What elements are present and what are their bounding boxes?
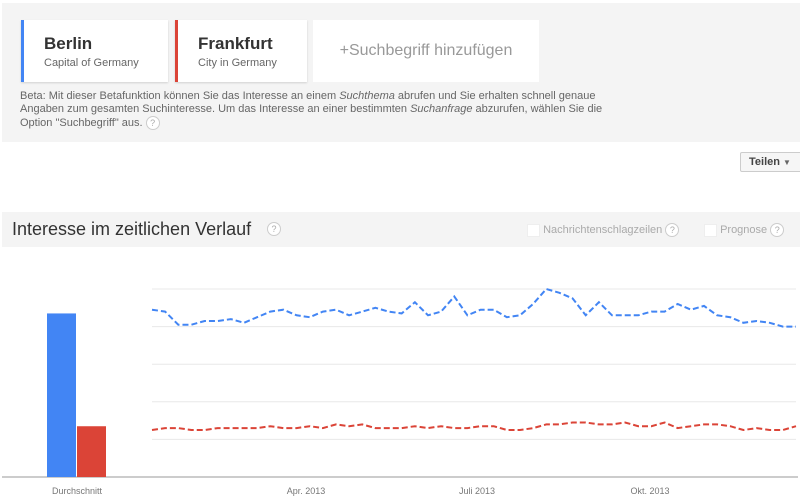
series-line-frankfurt xyxy=(151,421,797,432)
option-label: Nachrichtenschlagzeilen xyxy=(543,224,663,236)
x-tick-label: Juli 2013 xyxy=(459,486,495,496)
help-icon[interactable]: ? xyxy=(770,223,785,237)
share-label: Teilen xyxy=(749,156,780,168)
note-text: Beta: Mit dieser Betafunktion können Sie… xyxy=(20,90,340,102)
chart-header: Interesse im zeitlichen Verlauf ? Nachri… xyxy=(2,212,800,247)
series-line-berlin xyxy=(151,287,796,328)
forecast-option[interactable]: Prognose ? xyxy=(704,223,785,237)
checkbox[interactable] xyxy=(527,223,540,237)
add-term-button[interactable]: +Suchbegriff hinzufügen xyxy=(313,20,539,82)
average-bar-berlin xyxy=(47,313,76,477)
average-bar-frankfurt xyxy=(77,426,106,477)
term-subtitle: Capital of Germany xyxy=(44,57,139,69)
note-text: abrufen und Sie erhalten schnell genaue … xyxy=(20,90,596,115)
share-button[interactable]: Teilen ▼ xyxy=(740,152,800,172)
note-text: abzurufen, wählen Sie die Option "Suchbe… xyxy=(20,103,603,129)
term-card-frankfurt[interactable]: Frankfurt City in Germany xyxy=(175,20,307,82)
chevron-down-icon: ▼ xyxy=(783,158,791,167)
section-title: Interesse im zeitlichen Verlauf xyxy=(12,219,252,239)
help-icon[interactable]: ? xyxy=(267,222,281,236)
news-headlines-option[interactable]: Nachrichtenschlagzeilen ? xyxy=(527,223,680,237)
option-label: Prognose xyxy=(720,224,768,236)
beta-note: Beta: Mit dieser Betafunktion können Sie… xyxy=(20,90,610,130)
note-text: Suchanfrage xyxy=(410,103,473,115)
average-label: Durchschnitt xyxy=(52,486,103,496)
term-name: Berlin xyxy=(44,34,93,53)
term-card-berlin[interactable]: Berlin Capital of Germany xyxy=(21,20,168,82)
x-tick-label: Apr. 2013 xyxy=(287,486,326,496)
checkbox[interactable] xyxy=(704,223,717,237)
note-text: Suchthema xyxy=(339,90,395,102)
help-icon[interactable]: ? xyxy=(665,223,680,237)
x-tick-label: Okt. 2013 xyxy=(630,486,669,496)
help-icon[interactable]: ? xyxy=(145,116,160,130)
term-name: Frankfurt xyxy=(198,34,273,53)
term-subtitle: City in Germany xyxy=(198,57,277,69)
